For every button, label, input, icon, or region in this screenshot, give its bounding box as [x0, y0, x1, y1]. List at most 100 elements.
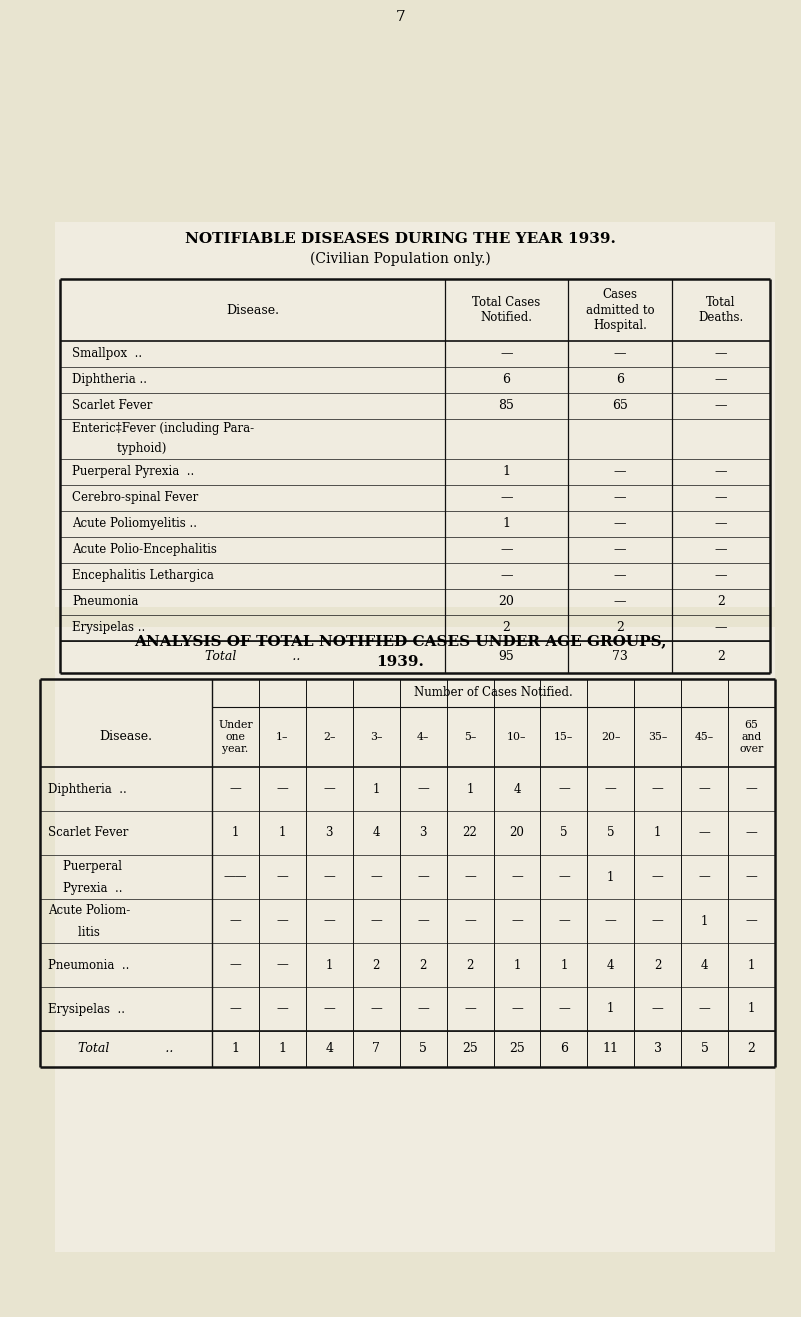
- Text: —: —: [605, 914, 617, 927]
- Text: Pyrexia  ..: Pyrexia ..: [48, 881, 123, 894]
- Text: —: —: [324, 782, 335, 795]
- Text: 1: 1: [231, 827, 239, 839]
- Text: Disease.: Disease.: [99, 731, 152, 744]
- Text: 3: 3: [325, 827, 333, 839]
- Text: 6: 6: [560, 1043, 568, 1055]
- Text: —: —: [652, 871, 663, 884]
- Text: —: —: [370, 914, 382, 927]
- Text: —: —: [614, 465, 626, 478]
- Text: 45–: 45–: [695, 732, 714, 741]
- Text: —: —: [370, 1002, 382, 1015]
- Text: Number of Cases Notified.: Number of Cases Notified.: [414, 686, 573, 699]
- Text: —: —: [501, 348, 513, 361]
- Text: Total              ..: Total ..: [78, 1043, 174, 1055]
- Text: Disease.: Disease.: [226, 303, 279, 316]
- Text: 7: 7: [396, 11, 405, 24]
- Text: —: —: [501, 491, 513, 504]
- Text: Pneumonia  ..: Pneumonia ..: [48, 959, 130, 972]
- Text: 6: 6: [616, 374, 624, 386]
- Text: Total              ..: Total ..: [205, 651, 300, 664]
- Text: 4–: 4–: [417, 732, 429, 741]
- Text: —: —: [511, 1002, 523, 1015]
- Text: NOTIFIABLE DISEASES DURING THE YEAR 1939.: NOTIFIABLE DISEASES DURING THE YEAR 1939…: [185, 232, 616, 246]
- Text: 3: 3: [654, 1043, 662, 1055]
- Text: —: —: [417, 1002, 429, 1015]
- Text: 6: 6: [502, 374, 510, 386]
- Text: —: —: [230, 959, 241, 972]
- Text: —: —: [746, 782, 758, 795]
- Text: 5: 5: [560, 827, 568, 839]
- Text: Puerperal Pyrexia  ..: Puerperal Pyrexia ..: [72, 465, 195, 478]
- Text: 65: 65: [612, 399, 628, 412]
- Text: 20: 20: [509, 827, 525, 839]
- Text: 5: 5: [419, 1043, 427, 1055]
- Text: Cases
admitted to
Hospital.: Cases admitted to Hospital.: [586, 288, 654, 332]
- Text: Scarlet Fever: Scarlet Fever: [72, 399, 152, 412]
- Text: 1: 1: [607, 871, 614, 884]
- Text: 4: 4: [513, 782, 521, 795]
- Text: 25: 25: [509, 1043, 525, 1055]
- Text: 4: 4: [372, 827, 380, 839]
- Text: 1939.: 1939.: [376, 655, 425, 669]
- Text: —: —: [276, 871, 288, 884]
- Text: 5: 5: [701, 1043, 709, 1055]
- Text: 1: 1: [560, 959, 568, 972]
- Text: 2: 2: [717, 595, 725, 608]
- Text: Acute Polio-Encephalitis: Acute Polio-Encephalitis: [72, 544, 217, 557]
- Text: —: —: [714, 518, 727, 531]
- Text: —: —: [276, 959, 288, 972]
- Text: —: —: [324, 1002, 335, 1015]
- Text: —: —: [276, 1002, 288, 1015]
- Text: —: —: [652, 914, 663, 927]
- Text: —: —: [698, 1002, 710, 1015]
- Text: 1: 1: [607, 1002, 614, 1015]
- Text: 1–: 1–: [276, 732, 288, 741]
- Text: 25: 25: [462, 1043, 478, 1055]
- Text: 1: 1: [279, 827, 286, 839]
- Text: —: —: [230, 782, 241, 795]
- Text: —: —: [746, 914, 758, 927]
- Text: 1: 1: [513, 959, 521, 972]
- Text: ——: ——: [223, 871, 248, 884]
- Text: —: —: [276, 782, 288, 795]
- Text: —: —: [614, 518, 626, 531]
- Text: —: —: [614, 491, 626, 504]
- Text: —: —: [558, 914, 570, 927]
- Text: —: —: [614, 569, 626, 582]
- Text: 2: 2: [747, 1043, 755, 1055]
- Text: 1: 1: [231, 1043, 239, 1055]
- Text: 73: 73: [612, 651, 628, 664]
- Text: —: —: [511, 871, 523, 884]
- Bar: [55, 223, 775, 607]
- Text: 5: 5: [607, 827, 614, 839]
- Text: —: —: [714, 465, 727, 478]
- Text: —: —: [605, 782, 617, 795]
- Text: Smallpox  ..: Smallpox ..: [72, 348, 142, 361]
- Text: —: —: [276, 914, 288, 927]
- Text: —: —: [614, 348, 626, 361]
- Text: —: —: [417, 914, 429, 927]
- Text: —: —: [417, 782, 429, 795]
- Text: 1: 1: [701, 914, 708, 927]
- Text: —: —: [370, 871, 382, 884]
- Text: —: —: [652, 1002, 663, 1015]
- Text: 2: 2: [372, 959, 380, 972]
- Text: 7: 7: [372, 1043, 380, 1055]
- Text: litis: litis: [48, 926, 100, 939]
- Text: —: —: [714, 569, 727, 582]
- Text: Erysipelas  ..: Erysipelas ..: [48, 1002, 125, 1015]
- Text: 3–: 3–: [370, 732, 382, 741]
- Text: 3: 3: [420, 827, 427, 839]
- Text: —: —: [746, 827, 758, 839]
- Text: —: —: [501, 544, 513, 557]
- Text: —: —: [324, 871, 335, 884]
- Text: Erysipelas ..: Erysipelas ..: [72, 622, 145, 635]
- Text: —: —: [614, 544, 626, 557]
- Text: Total
Deaths.: Total Deaths.: [698, 296, 743, 324]
- Text: 1: 1: [748, 959, 755, 972]
- Text: 4: 4: [607, 959, 614, 972]
- Text: 20: 20: [498, 595, 514, 608]
- Text: —: —: [652, 782, 663, 795]
- Text: 2: 2: [717, 651, 725, 664]
- Text: —: —: [511, 914, 523, 927]
